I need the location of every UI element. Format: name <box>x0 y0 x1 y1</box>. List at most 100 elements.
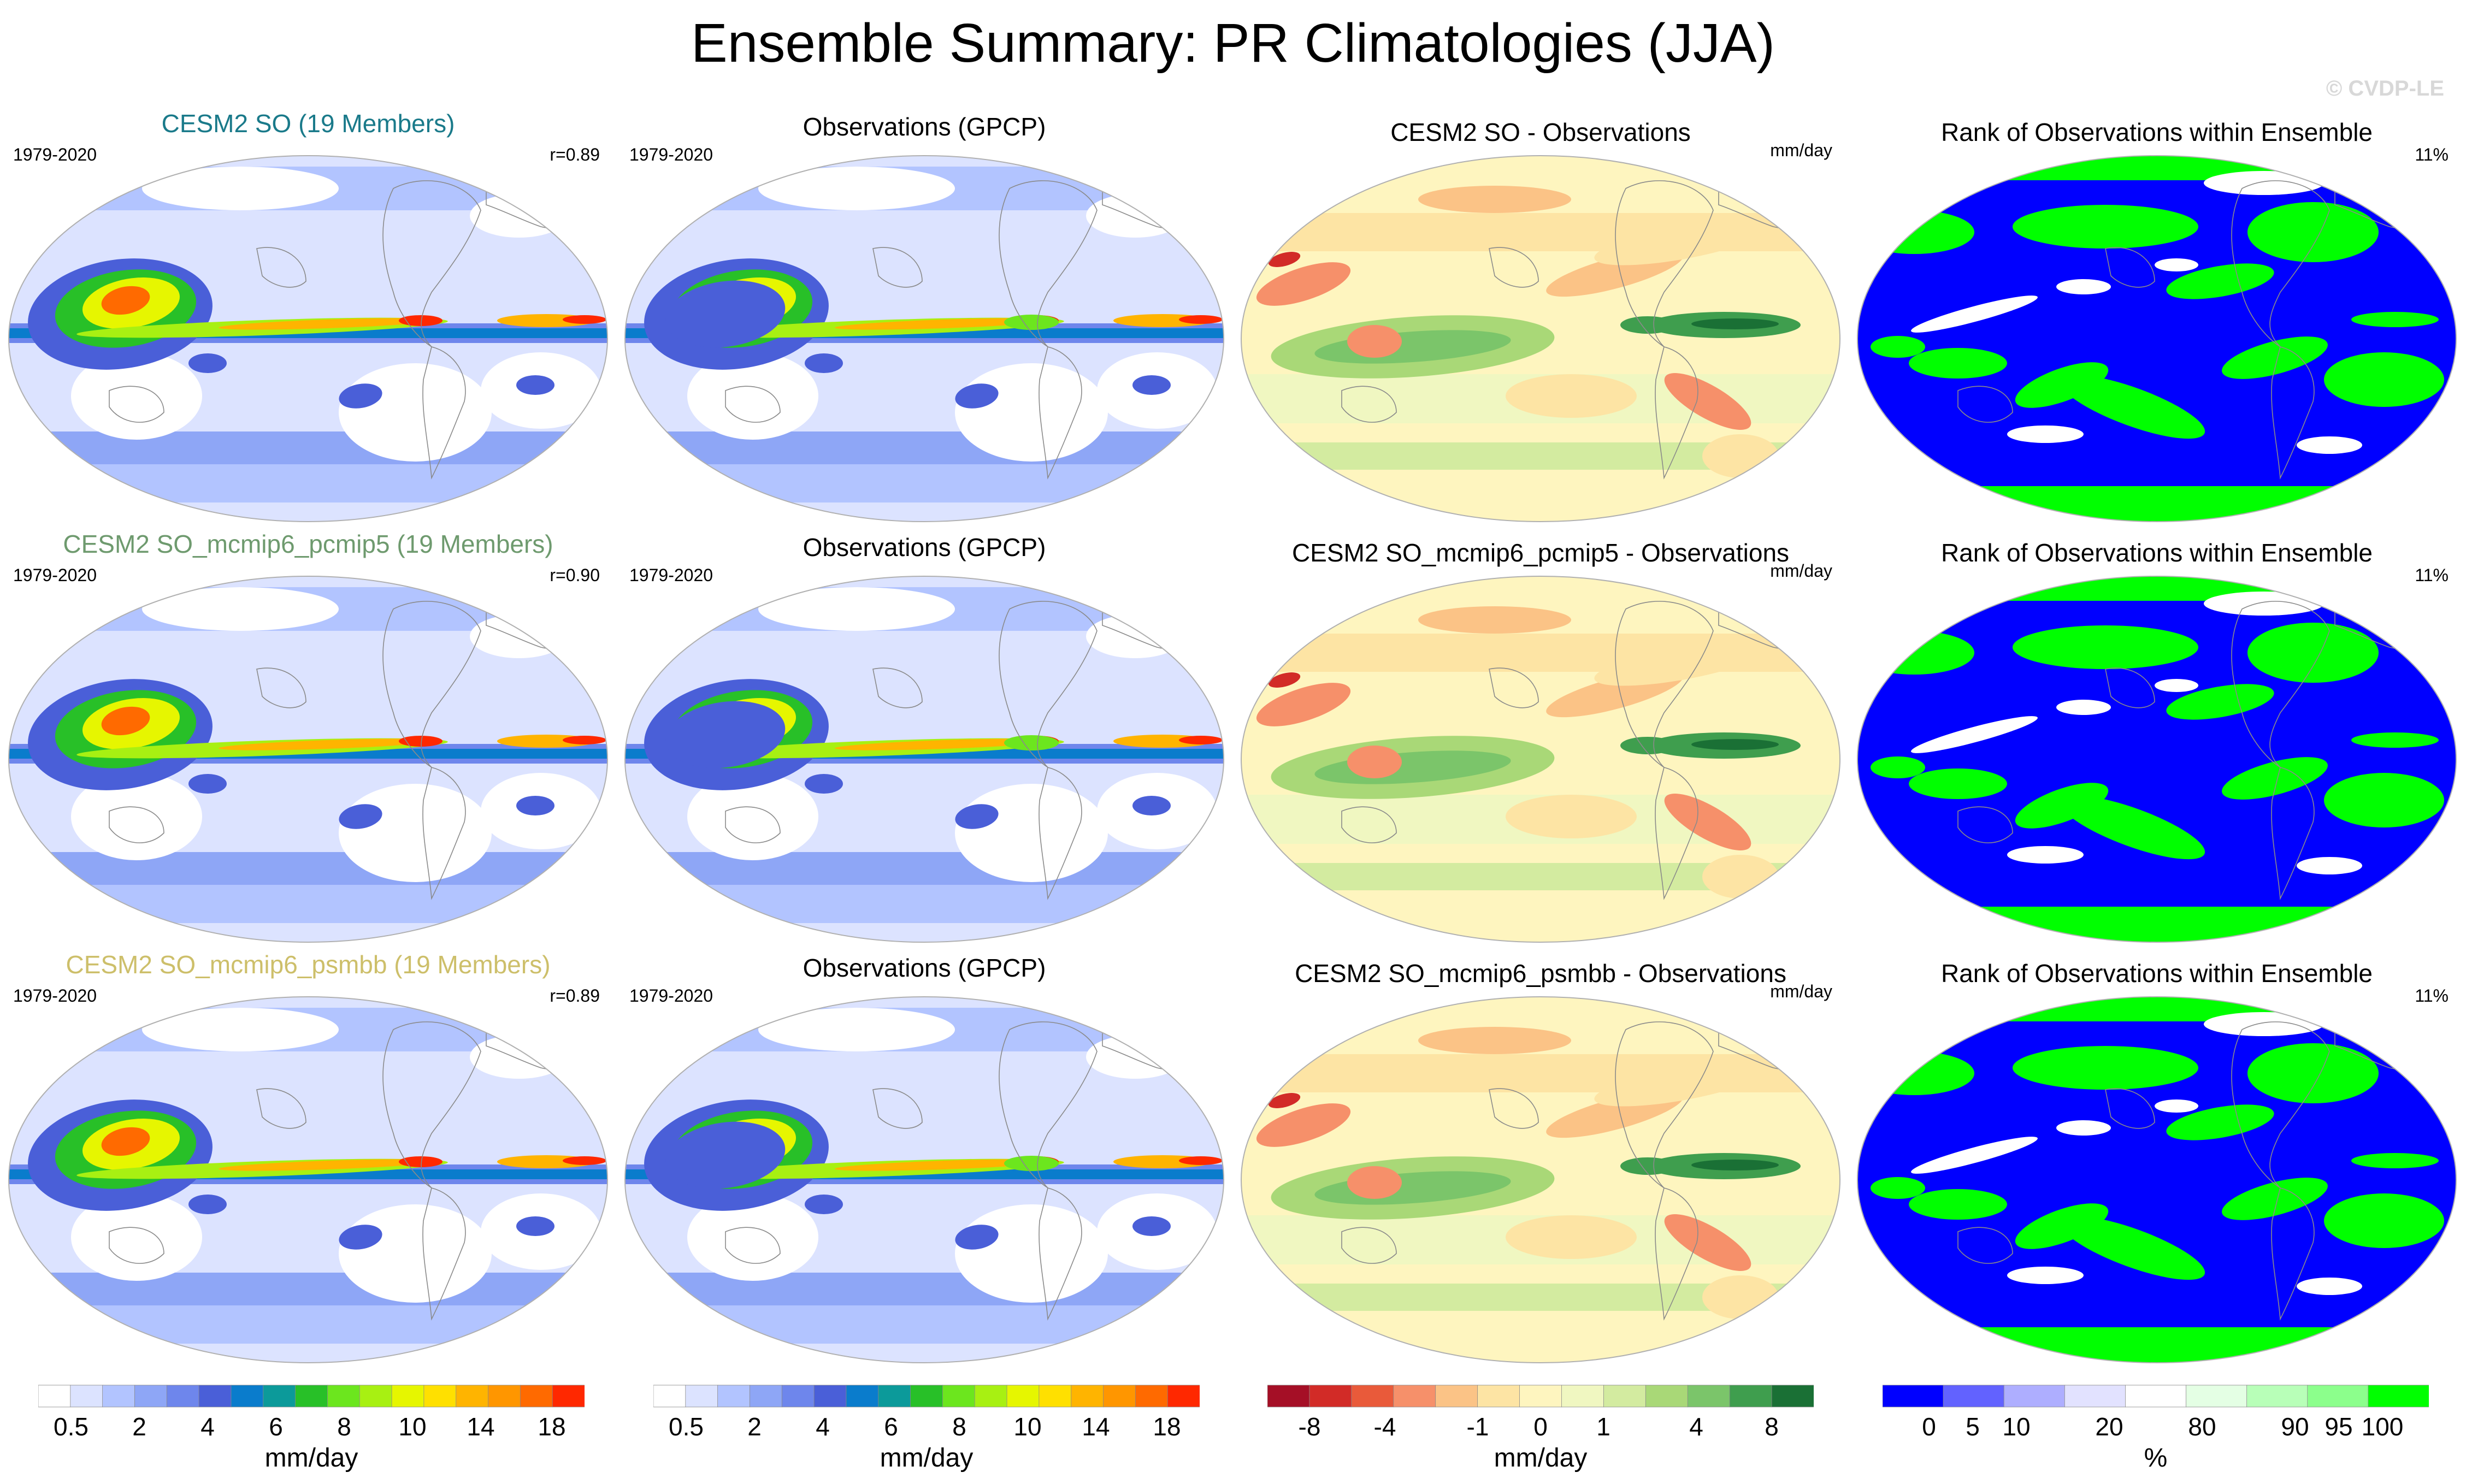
colorbar-tick-label: 0 <box>1922 1412 1936 1441</box>
map-container <box>1232 991 1849 1376</box>
colorbar-tick-label: 6 <box>884 1412 898 1441</box>
panel-title: Rank of Observations within Ensemble <box>1940 959 2373 988</box>
period-label: 1979-2020 <box>629 145 713 164</box>
colorbar-tick-label: 18 <box>538 1412 565 1441</box>
colorbar-swatch <box>846 1385 879 1408</box>
period-label: 1979-2020 <box>629 986 713 1006</box>
units-label: mm/day <box>1770 982 1832 1001</box>
clim-map <box>8 996 608 1363</box>
rank-map <box>1857 996 2457 1363</box>
colorbar-swatch <box>1167 1385 1200 1408</box>
panel-title: CESM2 SO_mcmip6_pcmip5 (19 Members) <box>63 530 553 558</box>
colorbar-swatch <box>781 1385 815 1408</box>
diff-map <box>1241 996 1840 1363</box>
panel-obs-row1: Observations (GPCP) 1979-2020 <box>616 112 1232 533</box>
colorbar-swatch <box>653 1385 686 1408</box>
colorbar-swatch <box>1687 1385 1731 1408</box>
colorbar-swatch <box>2246 1385 2308 1408</box>
map-outline <box>1857 996 2457 1363</box>
colorbar-swatches: 0.5 2 4 6 8 10 14 18 <box>38 1385 585 1441</box>
rank-map <box>1857 155 2457 522</box>
colorbar-swatch <box>520 1385 553 1408</box>
map-container <box>1849 571 2465 956</box>
colorbar-swatch <box>750 1385 783 1408</box>
map-container <box>1232 150 1849 535</box>
map-container <box>616 150 1232 535</box>
colorbar-units: % <box>2144 1444 2168 1473</box>
colorbar-swatch <box>1882 1385 1944 1408</box>
colorbar-swatch <box>166 1385 200 1408</box>
colorbar-tick-label: 10 <box>398 1412 426 1441</box>
colorbar-units: mm/day <box>264 1444 358 1473</box>
colorbar-swatch <box>1729 1385 1772 1408</box>
obs-map <box>624 576 1224 943</box>
colorbar-rank: 0 5 10 20 80 90 95 100% <box>1882 1382 2429 1480</box>
panel-title: Rank of Observations within Ensemble <box>1940 118 2373 146</box>
colorbar-swatch <box>974 1385 1007 1408</box>
colorbar-swatch <box>2307 1385 2369 1408</box>
colorbar-tick-label: 1 <box>1596 1412 1610 1441</box>
colorbar-swatch <box>2186 1385 2247 1408</box>
map-container <box>616 571 1232 956</box>
map-outline <box>1857 576 2457 943</box>
pattern-correlation-label: r=0.89 <box>550 145 600 164</box>
colorbar-tick-label: 2 <box>132 1412 146 1441</box>
map-container <box>616 991 1232 1376</box>
map-container <box>0 150 616 535</box>
colorbar-units: mm/day <box>1494 1444 1588 1473</box>
colorbar-swatch <box>1645 1385 1689 1408</box>
figure-title: Ensemble Summary: PR Climatologies (JJA) <box>691 13 1775 74</box>
watermark: © CVDP-LE <box>2326 76 2444 100</box>
map-container <box>0 991 616 1376</box>
colorbar-tick-label: 6 <box>269 1412 283 1441</box>
panel-diff-row3: CESM2 SO_mcmip6_psmbb - Observations mm/d… <box>1232 953 1849 1374</box>
colorbar-tick-label: 4 <box>200 1412 215 1441</box>
colorbar-swatch <box>2125 1385 2187 1408</box>
colorbar-tick-label: -8 <box>1299 1412 1321 1441</box>
panel-title: CESM2 SO_mcmip6_psmbb - Observations <box>1295 959 1786 988</box>
colorbar-swatch <box>359 1385 392 1408</box>
panel-title: CESM2 SO (19 Members) <box>161 109 455 138</box>
colorbar-tick-label: 10 <box>1013 1412 1041 1441</box>
colorbar-swatch <box>423 1385 457 1408</box>
clim-map <box>8 155 608 522</box>
colorbar-tick-label: 8 <box>337 1412 351 1441</box>
panel-title: Observations (GPCP) <box>803 113 1046 141</box>
colorbar-units: mm/day <box>880 1444 974 1473</box>
colorbar-tick-label: 95 <box>2325 1412 2352 1441</box>
map-container <box>1849 991 2465 1376</box>
colorbar-tick-label: 100 <box>2362 1412 2404 1441</box>
colorbar-tick-label: -4 <box>1374 1412 1396 1441</box>
panel-rank-row2: Rank of Observations within Ensemble 11% <box>1849 533 2465 953</box>
colorbar-swatch <box>552 1385 585 1408</box>
panel-title: CESM2 SO - Observations <box>1390 118 1691 146</box>
pattern-correlation-label: r=0.89 <box>550 986 600 1006</box>
map-outline <box>8 996 608 1363</box>
colorbar-swatch <box>198 1385 232 1408</box>
colorbar-swatch <box>717 1385 751 1408</box>
period-label: 1979-2020 <box>13 145 97 164</box>
panel-obs-row2: Observations (GPCP) 1979-2020 <box>616 533 1232 953</box>
map-outline <box>8 155 608 522</box>
colorbar-swatch <box>813 1385 847 1408</box>
rank-percent-label: 11% <box>2415 565 2449 585</box>
colorbar-swatch <box>1561 1385 1604 1408</box>
panel-clim-row3: CESM2 SO_mcmip6_psmbb (19 Members) 1979-2… <box>0 950 616 1376</box>
colorbar-swatch <box>878 1385 911 1408</box>
colorbar-swatch <box>2368 1385 2429 1408</box>
colorbar-tick-label: 2 <box>747 1412 762 1441</box>
colorbar-swatch <box>1351 1385 1394 1408</box>
colorbar-swatches: 0 5 10 20 80 90 95 100 <box>1882 1385 2429 1441</box>
units-label: mm/day <box>1770 140 1832 160</box>
map-container <box>0 571 616 956</box>
map-outline <box>1857 155 2457 522</box>
panel-diff-row2: CESM2 SO_mcmip6_pcmip5 - Observations mm/… <box>1232 533 1849 953</box>
colorbar-tick-label: 80 <box>2188 1412 2216 1441</box>
colorbar-swatch <box>942 1385 976 1408</box>
colorbar-swatch <box>1071 1385 1104 1408</box>
colorbar-swatch <box>910 1385 943 1408</box>
colorbar-swatch <box>38 1385 71 1408</box>
obs-map <box>624 155 1224 522</box>
period-label: 1979-2020 <box>13 986 97 1006</box>
panel-diff-row1: CESM2 SO - Observations mm/day <box>1232 112 1849 533</box>
